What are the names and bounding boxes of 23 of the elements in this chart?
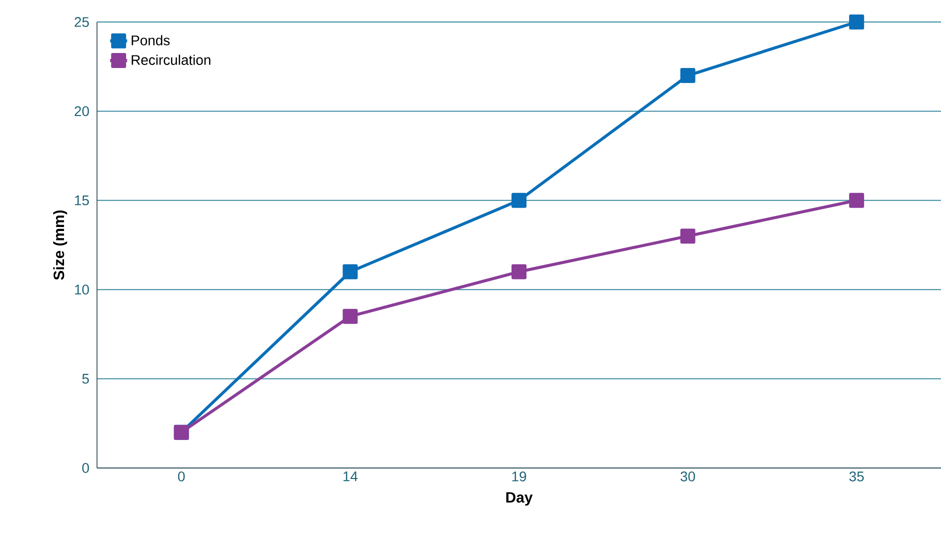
y-tick-label: 10 [75, 284, 89, 295]
point [680, 228, 696, 244]
x-tick-label: 35 [849, 472, 864, 482]
point [849, 14, 864, 30]
y-tick-label: 25 [74, 17, 89, 27]
x-tick-label: 14 [344, 472, 358, 482]
y-tick-label: 5 [82, 374, 89, 384]
point [680, 68, 696, 84]
x-tick-label: 30 [680, 472, 696, 482]
y-tick-label: 0 [82, 463, 89, 473]
point [849, 192, 864, 208]
point [512, 264, 526, 280]
point [342, 308, 358, 324]
legend-label: Recirculation [132, 54, 210, 65]
y-tick-label: 15 [75, 196, 89, 206]
x-axis-title: Day [506, 492, 533, 506]
point [342, 264, 358, 280]
y-axis-title: Size (mm) [53, 210, 68, 280]
y-tick-label: 20 [74, 106, 89, 116]
x-tick-label: 19 [512, 472, 526, 482]
point [512, 192, 526, 208]
x-tick-label: 0 [178, 472, 185, 482]
legend-label: Ponds [132, 35, 170, 46]
